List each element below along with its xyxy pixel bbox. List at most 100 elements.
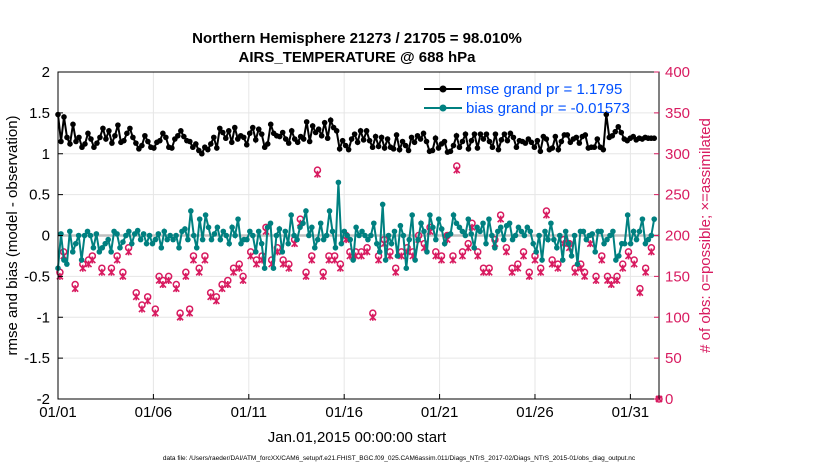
legend-label-bias: bias grand pr = -0.01573 [466,100,630,117]
rmse-point-30 [145,138,151,145]
obs-assimilated-44 [313,170,322,178]
obs-assimilated-43 [308,256,316,264]
bias-point-143 [477,228,483,235]
obs-assimilated-95 [598,256,606,264]
rmse-point-53 [213,145,220,151]
obs-assimilated-55 [374,256,383,264]
rmse-point-160 [534,137,541,144]
obs-assimilated-30 [235,264,243,272]
bias-point-51 [205,224,212,231]
obs-assimilated-99 [619,264,627,272]
bias-point-78 [285,240,292,247]
rmse-point-35 [160,130,166,137]
obs-assimilated-54 [369,313,377,321]
rmse-point-96 [342,142,349,149]
bias-point-172 [562,228,569,235]
bias-point-49 [199,236,206,243]
obs-assimilated-77 [497,215,505,223]
rmse-point-146 [492,131,499,137]
bias-point-167 [548,220,554,227]
rmse-point-9 [82,141,88,147]
obs-assimilated-24 [201,256,209,264]
rmse-point-179 [591,144,598,151]
bias-point-130 [438,226,445,232]
rmse-point-121 [417,136,424,142]
rmse-point-54 [216,125,223,132]
bias-point-18 [108,249,114,255]
legend-marker-rmse [439,85,447,93]
rmse-point-186 [612,128,619,135]
bias-point-103 [359,228,365,235]
bias-point-28 [137,236,144,243]
rmse-point-63 [243,141,250,148]
bias-point-68 [255,228,262,235]
bias-point-138 [462,232,469,239]
bias-point-99 [347,236,354,243]
rmse-point-51 [208,141,214,147]
rmse-point-150 [504,137,511,144]
bias-point-61 [235,216,241,222]
rmse-point-19 [112,132,118,139]
rmse-point-46 [193,141,199,147]
bias-point-197 [636,228,643,235]
bias-point-45 [188,208,194,214]
bias-point-81 [294,236,300,243]
rmse-point-118 [408,134,415,141]
bias-point-29 [140,231,147,237]
rmse-point-26 [133,140,139,146]
bias-point-195 [630,228,637,235]
chart-title-line1: Northern Hemisphere 21273 / 21705 = 98.0… [192,30,522,47]
bias-point-126 [427,212,433,218]
bias-point-194 [627,240,634,247]
bias-point-2 [61,257,67,263]
rmse-point-15 [100,125,106,132]
rmse-point-180 [594,136,601,142]
obs-assimilated-10 [125,248,133,256]
rmse-point-24 [127,125,133,132]
rmse-point-166 [552,133,559,140]
rmse-point-97 [345,146,352,153]
rmse-point-101 [357,128,364,134]
bias-point-21 [117,244,123,251]
bias-point-16 [102,240,109,247]
rmse-point-158 [528,139,535,146]
bias-point-198 [639,216,646,222]
bias-point-131 [441,240,448,247]
rmse-point-7 [76,134,82,141]
rmse-point-185 [609,132,616,139]
rmse-point-114 [396,146,403,153]
rmse-point-55 [219,129,226,136]
bias-point-193 [624,212,631,218]
rmse-point-58 [228,139,235,146]
rmse-point-50 [205,146,211,153]
bias-point-13 [93,231,100,237]
rmse-point-132 [450,142,457,149]
bias-point-11 [87,232,94,239]
rmse-point-107 [375,143,382,150]
rmse-point-94 [336,146,343,152]
bias-point-148 [492,244,498,251]
bias-point-156 [515,224,522,231]
left-tick-label-8: 2 [42,64,50,81]
bias-point-104 [362,232,368,239]
x-tick-label-5: 01/26 [516,404,554,421]
obs-assimilated-65 [432,252,440,260]
obs-assimilated-2 [71,285,79,293]
bias-point-30 [143,240,150,247]
bias-point-62 [238,240,244,247]
rmse-point-85 [309,123,316,129]
left-tick-label-2: -1 [37,309,50,326]
bias-point-54 [214,224,221,231]
rmse-point-93 [333,128,340,134]
bias-point-23 [123,232,129,239]
rmse-point-80 [294,139,301,146]
obs-assimilated-13 [144,297,152,305]
obs-assimilated-6 [98,268,106,276]
bias-point-97 [341,228,348,235]
bias-point-15 [99,244,106,251]
rmse-point-139 [471,131,478,137]
rmse-point-98 [348,136,355,142]
bias-point-145 [483,240,489,247]
rmse-point-65 [249,124,256,131]
obs-assimilated-83 [531,256,539,264]
